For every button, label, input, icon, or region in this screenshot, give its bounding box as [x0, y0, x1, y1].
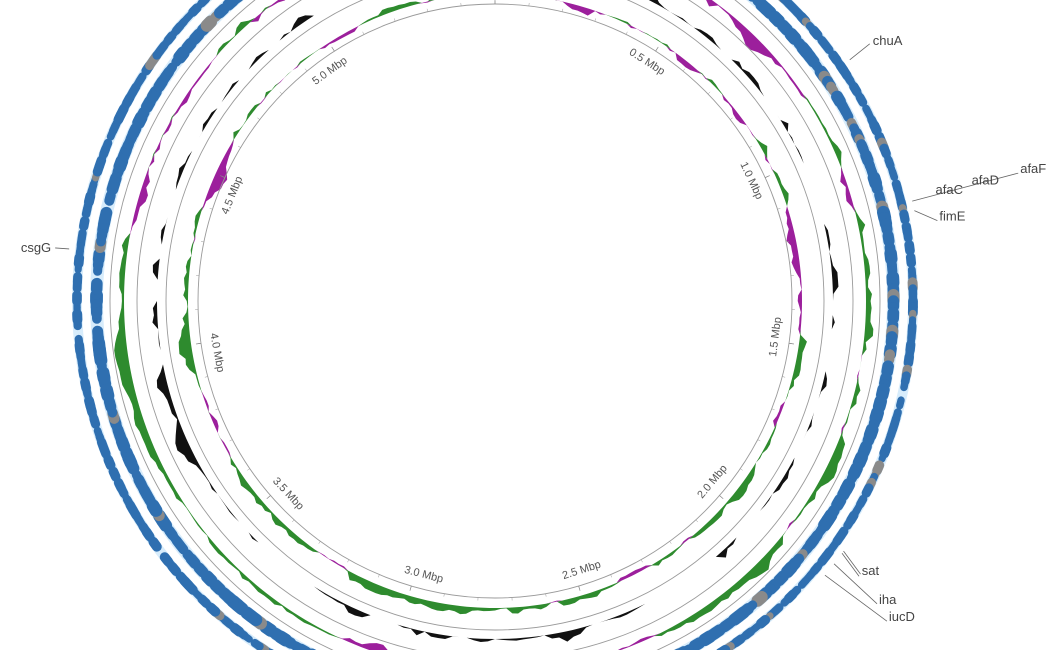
svg-text:0.5 Mbp: 0.5 Mbp — [627, 46, 667, 77]
svg-text:3.0 Mbp: 3.0 Mbp — [403, 564, 444, 586]
svg-text:csgG: csgG — [21, 240, 51, 255]
svg-text:afaC: afaC — [936, 182, 963, 197]
svg-text:1.0 Mbp: 1.0 Mbp — [737, 160, 765, 201]
svg-text:4.0 Mbp: 4.0 Mbp — [207, 332, 226, 373]
svg-text:iha: iha — [879, 592, 897, 607]
svg-text:chuA: chuA — [873, 33, 903, 48]
svg-text:afaF: afaF — [1020, 161, 1046, 176]
svg-text:afaD: afaD — [972, 172, 999, 187]
svg-text:2.0 Mbp: 2.0 Mbp — [695, 463, 730, 501]
svg-text:1.5 Mbp: 1.5 Mbp — [767, 316, 784, 357]
svg-text:fimE: fimE — [939, 209, 965, 224]
svg-text:iucD: iucD — [889, 609, 915, 624]
svg-text:5.0 Mbp: 5.0 Mbp — [310, 55, 349, 88]
svg-text:3.5 Mbp: 3.5 Mbp — [270, 475, 306, 512]
svg-text:sat: sat — [862, 563, 880, 578]
svg-text:2.5 Mbp: 2.5 Mbp — [561, 559, 603, 583]
